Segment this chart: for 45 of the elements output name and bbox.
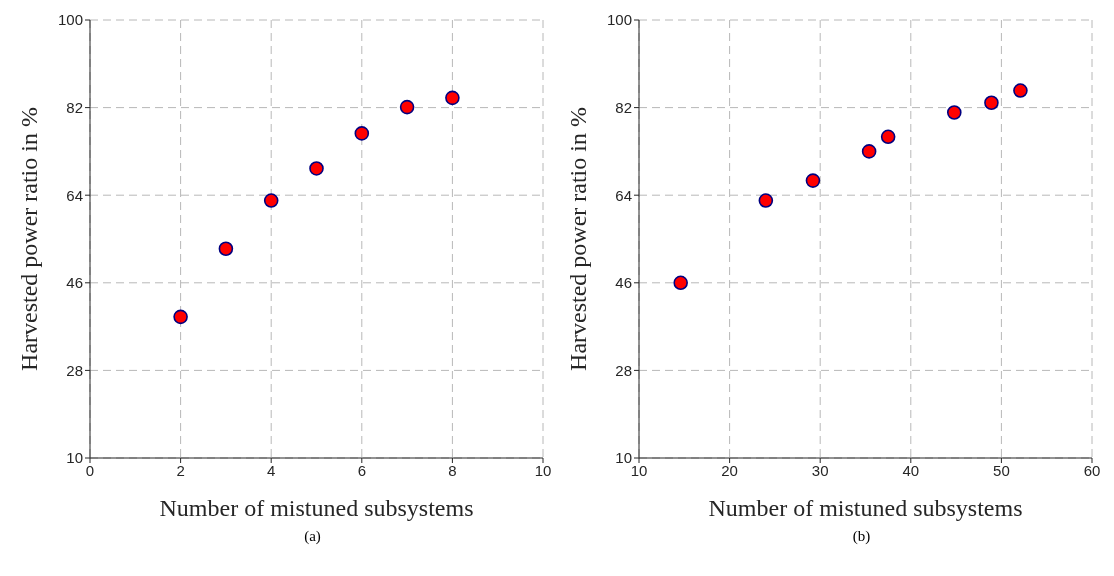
y-tick-label: 10 bbox=[66, 449, 83, 467]
y-axis-title: Harvested power ratio in % bbox=[564, 107, 591, 371]
point bbox=[354, 126, 370, 141]
y-tick-label: 82 bbox=[615, 98, 632, 116]
point bbox=[263, 193, 279, 208]
x-tick-label: 50 bbox=[993, 461, 1010, 479]
x-tick-label: 6 bbox=[357, 461, 366, 479]
x-tick-label: 2 bbox=[176, 461, 185, 479]
y-axis-title: Harvested power ratio in % bbox=[15, 107, 42, 371]
text: (a) bbox=[303, 528, 322, 545]
point bbox=[173, 309, 188, 325]
point bbox=[946, 105, 962, 120]
x-tick-label: 10 bbox=[630, 461, 648, 479]
y-tick-label: 10 bbox=[615, 449, 632, 467]
point bbox=[861, 144, 877, 159]
point bbox=[1013, 83, 1028, 98]
point bbox=[445, 90, 460, 106]
text: (b) bbox=[851, 528, 872, 545]
point bbox=[984, 95, 999, 111]
point bbox=[673, 275, 688, 291]
x-tick-label: 10 bbox=[534, 461, 552, 479]
y-tick-label: 28 bbox=[615, 361, 632, 379]
point bbox=[805, 173, 821, 188]
x-tick-label: 20 bbox=[721, 461, 738, 479]
y-tick-label: 100 bbox=[606, 11, 632, 29]
y-tick-label: 46 bbox=[615, 274, 632, 292]
y-tick-label: 46 bbox=[66, 274, 83, 292]
y-tick-label: 100 bbox=[57, 11, 83, 29]
point bbox=[309, 161, 324, 176]
y-tick-label: 82 bbox=[66, 98, 83, 116]
point bbox=[758, 193, 774, 208]
x-axis-title: Number of mistuned subsystems bbox=[708, 495, 1023, 521]
point bbox=[218, 241, 234, 257]
x-axis-title: Number of mistuned subsystems bbox=[159, 495, 474, 521]
x-tick-label: 0 bbox=[85, 461, 95, 479]
x-tick-label: 60 bbox=[1083, 461, 1101, 479]
point bbox=[880, 129, 896, 145]
x-tick-label: 30 bbox=[811, 461, 829, 479]
y-tick-label: 64 bbox=[66, 186, 83, 204]
y-tick-label: 28 bbox=[66, 361, 83, 379]
y-tick-label: 64 bbox=[615, 186, 632, 204]
x-tick-label: 40 bbox=[902, 461, 920, 479]
point bbox=[399, 99, 415, 115]
x-tick-label: 4 bbox=[267, 461, 276, 479]
x-tick-label: 8 bbox=[448, 461, 457, 479]
